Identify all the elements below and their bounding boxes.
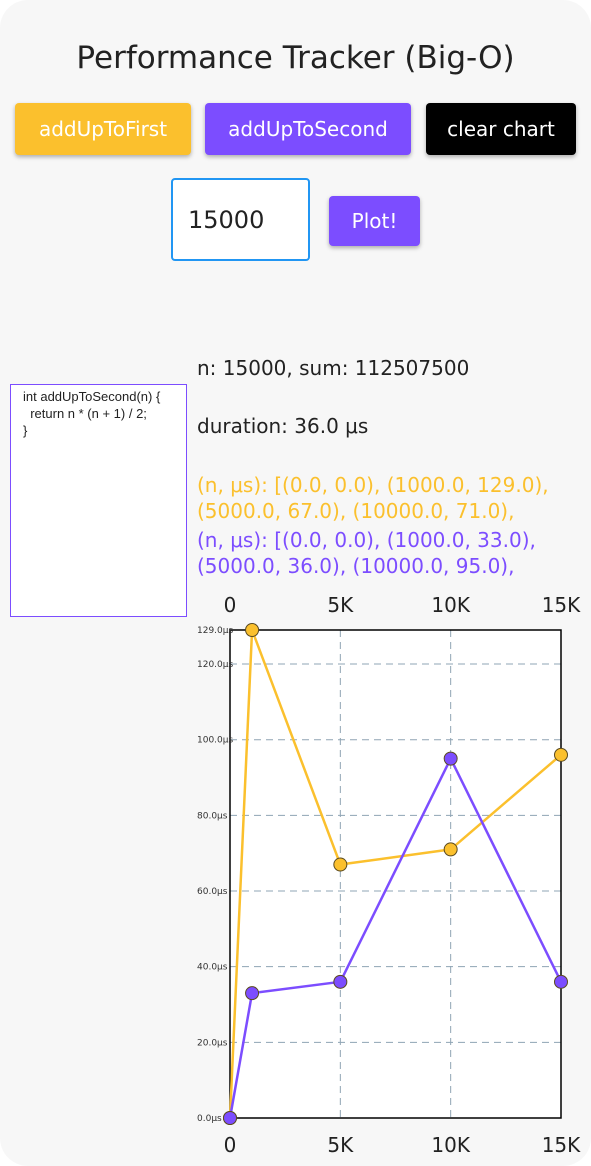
y-tick-label: 120.0μs <box>197 660 233 670</box>
x-tick-label-top: 5K <box>327 593 354 617</box>
series-point-2 <box>443 751 458 766</box>
y-tick-label: 80.0μs <box>197 811 228 821</box>
plot-border <box>229 629 562 1119</box>
y-tick-label: 60.0μs <box>197 887 228 897</box>
series-point-1 <box>245 623 260 637</box>
first-pairs-text: (n, μs): [(0.0, 0.0), (1000.0, 129.0), (… <box>197 473 549 523</box>
n-input[interactable]: 15000 <box>171 178 310 261</box>
n-sum-text: n: 15000, sum: 112507500 <box>197 356 470 380</box>
add-up-to-first-button[interactable]: addUpToFirst <box>15 103 191 155</box>
plot-area <box>230 630 561 1118</box>
x-tick-label-bottom: 0 <box>224 1133 237 1157</box>
series-point-2 <box>223 1111 237 1125</box>
y-tick-label: 100.0μs <box>197 736 233 746</box>
x-tick-label-top: 15K <box>542 593 581 617</box>
series-point-1 <box>333 857 348 872</box>
x-tick-label-bottom: 10K <box>431 1133 470 1157</box>
series-point-2 <box>554 974 568 989</box>
x-tick-label-top: 10K <box>431 593 470 617</box>
series-point-1 <box>554 747 568 762</box>
duration-text: duration: 36.0 μs <box>197 414 369 438</box>
second-pairs-text: (n, μs): [(0.0, 0.0), (1000.0, 33.0), (5… <box>197 528 536 578</box>
x-tick-label-top: 0 <box>224 593 237 617</box>
clear-chart-button[interactable]: clear chart <box>426 103 576 155</box>
y-tick-label: 40.0μs <box>197 963 228 973</box>
x-tick-label-bottom: 15K <box>542 1133 581 1157</box>
series-point-2 <box>333 974 348 989</box>
add-up-to-second-button[interactable]: addUpToSecond <box>205 103 411 155</box>
page-title: Performance Tracker (Big-O) <box>76 40 515 76</box>
performance-chart: 0 0 5K 5K 10K 10K 15K 15K 0.0μs 20.0μs 40.0μs 60.0μ… <box>197 593 581 1157</box>
code-snippet: int addUpToSecond(n) { return n * (n + 1… <box>10 384 187 617</box>
series-point-1 <box>443 842 458 857</box>
plot-button[interactable]: Plot! <box>329 196 420 246</box>
y-tick-label: 129.0μs <box>197 626 233 636</box>
y-tick-label: 20.0μs <box>197 1038 228 1048</box>
series-point-2 <box>245 986 260 1001</box>
y-tick-label: 0.0μs <box>197 1114 222 1124</box>
x-tick-label-bottom: 5K <box>327 1133 354 1157</box>
